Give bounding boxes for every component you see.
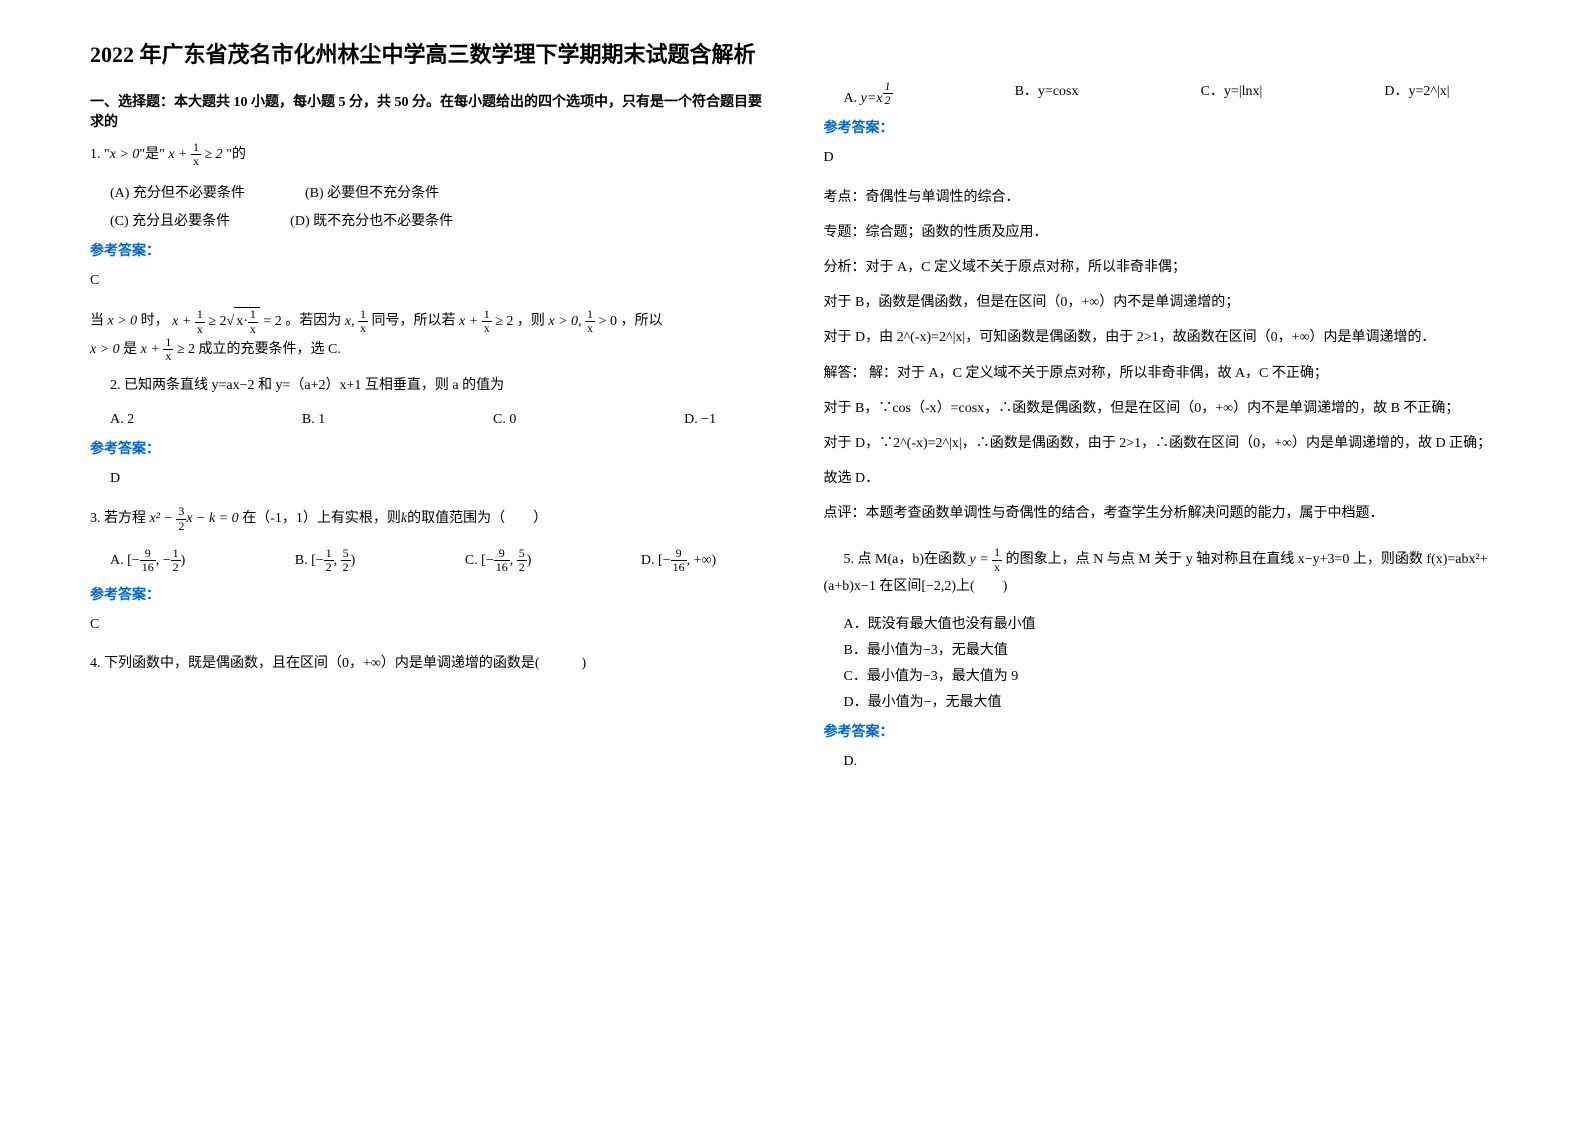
q1-end: "的 [226, 147, 246, 162]
question-3: 3. 若方程 x² − 32x − k = 0 在（-1，1）上有实根，则k的取… [90, 505, 764, 532]
q4-answer: D [824, 145, 1498, 170]
q4-p5: 对于 D，由 2^(-x)=2^|x|，可知函数是偶函数，由于 2>1，故函数在… [824, 325, 1498, 350]
q4-optA: A. y=x12 [844, 80, 893, 107]
q3-stem-pre: 3. 若方程 [90, 511, 146, 526]
q4-p1: 考点：奇偶性与单调性的综合． [824, 185, 1498, 210]
q1-explanation: 当 x > 0 时， x + 1x ≥ 2x·1x = 2 。若因为 x, 1x… [90, 307, 764, 363]
q4-p2: 专题：综合题；函数的性质及应用． [824, 220, 1498, 245]
q1-answer: C [90, 268, 764, 293]
q3-stem-end: 的取值范围为（ ） [407, 511, 547, 526]
q1-exp-ge2b: x + 1x ≥ 2 [141, 336, 195, 363]
q2-answer: D [110, 466, 764, 491]
q5-stem-pre: 5. 点 M(a，b)在函数 [844, 552, 967, 567]
q3-optD: D. [−916, +∞) [641, 547, 716, 574]
q2-optB: B. 1 [302, 412, 325, 428]
q5-answer: D. [844, 749, 1498, 774]
q3-optB: B. [−12, 52) [295, 547, 356, 574]
q4-optC: C．y=|lnx| [1201, 80, 1263, 107]
q1-optD: (D) 既不充分也不必要条件 [290, 210, 453, 230]
q1-exp-7: 成立的充要条件，选 C. [199, 342, 341, 357]
q4-optD: D．y=2^|x| [1384, 80, 1449, 107]
q4-optA-expr: y=x12 [861, 91, 893, 106]
q3-optA: A. [−916, −12) [110, 547, 185, 574]
q5-optC: C．最小值为−3，最大值为 9 [844, 665, 1498, 685]
right-column: A. y=x12 B．y=cosx C．y=|lnx| D．y=2^|x| 参考… [794, 40, 1528, 1082]
q3-optC: C. [−916, 52) [465, 547, 532, 574]
question-2: 2. 已知两条直线 y=ax−2 和 y=（a+2）x+1 互相垂直，则 a 的… [90, 373, 764, 398]
q1-answer-label: 参考答案： [90, 240, 764, 260]
q1-exp-x0b: x > 0 [90, 342, 120, 357]
q2-optD: D. −1 [684, 412, 716, 428]
q1-exp-pos: x > 0, 1x > 0 [548, 308, 617, 335]
q4-optA-label: A. [844, 91, 858, 106]
q2-options: A. 2 B. 1 C. 0 D. −1 [110, 412, 716, 428]
left-column: 2022 年广东省茂名市化州林尘中学高三数学理下学期期末试题含解析 一、选择题：… [60, 40, 794, 1082]
q1-exp-pre: 当 [90, 314, 104, 329]
question-1: 1. "x > 0"是" x + 1x ≥ 2 "的 [90, 141, 764, 168]
q1-optC: (C) 充分且必要条件 [110, 210, 230, 230]
q4-p7: 对于 B，∵cos（-x）=cosx，∴函数是偶函数，但是在区间（0，+∞）内不… [824, 396, 1498, 421]
q3-stem-post: 在（-1，1）上有实根，则 [242, 511, 401, 526]
q1-stem-pre: 1. " [90, 147, 110, 162]
q5-func: y = 1x [970, 546, 1003, 573]
q4-p8: 对于 D，∵2^(-x)=2^|x|，∴函数是偶函数，由于 2>1，∴函数在区间… [824, 431, 1498, 456]
section-header: 一、选择题：本大题共 10 小题，每小题 5 分，共 50 分。在每小题给出的四… [90, 91, 764, 131]
q1-cond1: x > 0 [110, 147, 140, 162]
q4-p3: 分析：对于 A，C 定义域不关于原点对称，所以非奇非偶； [824, 255, 1498, 280]
q4-p4: 对于 B，函数是偶函数，但是在区间（0，+∞）内不是单调递增的； [824, 290, 1498, 315]
q5-optD: D．最小值为−，无最大值 [844, 691, 1498, 711]
q3-answer-label: 参考答案： [90, 584, 764, 604]
q4-options: A. y=x12 B．y=cosx C．y=|lnx| D．y=2^|x| [844, 80, 1450, 107]
q3-eq: x² − 32x − k = 0 [150, 505, 239, 532]
q5-optA: A．既没有最大值也没有最小值 [844, 613, 1498, 633]
q2-optA: A. 2 [110, 412, 134, 428]
q2-optC: C. 0 [493, 412, 516, 428]
q1-exp-1: 时， [141, 314, 169, 329]
q1-exp-5: ，所以 [620, 314, 662, 329]
q1-options-row1: (A) 充分但不必要条件 (B) 必要但不充分条件 [110, 182, 764, 202]
q1-optB: (B) 必要但不充分条件 [305, 182, 439, 202]
q1-exp-ineq: x + 1x ≥ 2x·1x = 2 [172, 307, 282, 335]
q1-options-row2: (C) 充分且必要条件 (D) 既不充分也不必要条件 [110, 210, 764, 230]
q1-exp-3: 同号，所以若 [372, 314, 456, 329]
q1-exp-x0: x > 0 [108, 314, 138, 329]
q1-exp-ge2: x + 1x ≥ 2 [459, 308, 513, 335]
exam-title: 2022 年广东省茂名市化州林尘中学高三数学理下学期期末试题含解析 [90, 40, 764, 71]
question-5: 5. 点 M(a，b)在函数 y = 1x 的图象上，点 N 与点 M 关于 y… [824, 546, 1498, 599]
q1-exp-2: 。若因为 [285, 314, 341, 329]
q4-p9: 故选 D． [824, 466, 1498, 491]
q1-cond2-rhs: ≥ 2 [205, 147, 223, 162]
q1-exp-x1x: x, 1x [345, 308, 368, 335]
q4-optB: B．y=cosx [1015, 80, 1079, 107]
q3-answer: C [90, 612, 764, 637]
q4-answer-label: 参考答案： [824, 117, 1498, 137]
q5-optB: B．最小值为−3，无最大值 [844, 639, 1498, 659]
q1-mid: "是" [139, 147, 164, 162]
q1-exp-6: 是 [123, 342, 137, 357]
q1-exp-4: ，则 [517, 314, 545, 329]
question-4-stem: 4. 下列函数中，既是偶函数，且在区间（0，+∞）内是单调递增的函数是( ) [90, 651, 764, 676]
q1-cond2: x + 1x ≥ 2 [168, 141, 222, 168]
q2-stem: 2. 已知两条直线 y=ax−2 和 y=（a+2）x+1 互相垂直，则 a 的… [110, 373, 764, 398]
q4-p6: 解答： 解：对于 A，C 定义域不关于原点对称，所以非奇非偶，故 A，C 不正确… [824, 361, 1498, 386]
q3-options: A. [−916, −12) B. [−12, 52) C. [−916, 52… [110, 547, 716, 574]
q2-answer-label: 参考答案： [90, 438, 764, 458]
q4-p10: 点评：本题考查函数单调性与奇偶性的结合，考查学生分析解决问题的能力，属于中档题． [824, 501, 1498, 526]
q1-cond2-lhs: x + [168, 147, 187, 162]
q1-optA: (A) 充分但不必要条件 [110, 182, 245, 202]
frac-1-x: 1x [191, 141, 201, 168]
q5-answer-label: 参考答案： [824, 721, 1498, 741]
